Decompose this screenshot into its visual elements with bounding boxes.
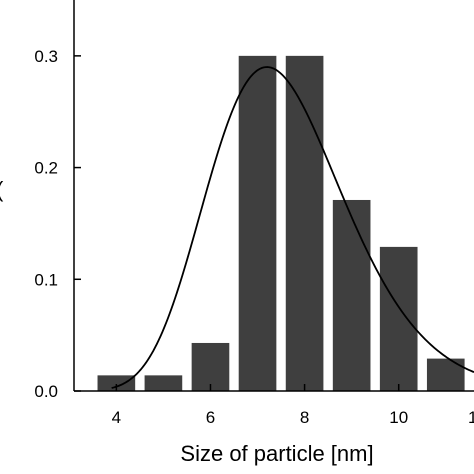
labels-group: 0.0 0.1 0.2 0.3 4 6 8 10 1 — [34, 47, 474, 427]
x-tick-label: 10 — [389, 408, 408, 427]
y-axis-title-fragment: ( — [0, 177, 4, 202]
axes-group — [73, 0, 474, 392]
x-axis-title: Size of particle [nm] — [180, 441, 373, 466]
x-tick-label: 6 — [206, 408, 215, 427]
histogram-bar-3 — [191, 342, 230, 391]
histogram-bar-4 — [238, 55, 277, 391]
x-tick-label: 4 — [112, 408, 121, 427]
bars-group — [97, 55, 465, 391]
histogram-bar-2 — [144, 375, 183, 391]
y-tick-label: 0.1 — [34, 270, 58, 289]
y-tick-label: 0.2 — [34, 159, 58, 178]
y-tick-label: 0.3 — [34, 47, 58, 66]
y-tick-label: 0.0 — [34, 382, 58, 401]
histogram-bar-1 — [97, 375, 136, 391]
x-tick-label-clipped: 1 — [468, 408, 474, 427]
histogram-bar-8 — [426, 358, 465, 391]
histogram-bar-5 — [285, 55, 324, 391]
x-tick-label: 8 — [300, 408, 309, 427]
histogram-bar-7 — [379, 246, 418, 391]
fit-curve — [111, 66, 474, 389]
histogram-bar-6 — [332, 199, 371, 391]
